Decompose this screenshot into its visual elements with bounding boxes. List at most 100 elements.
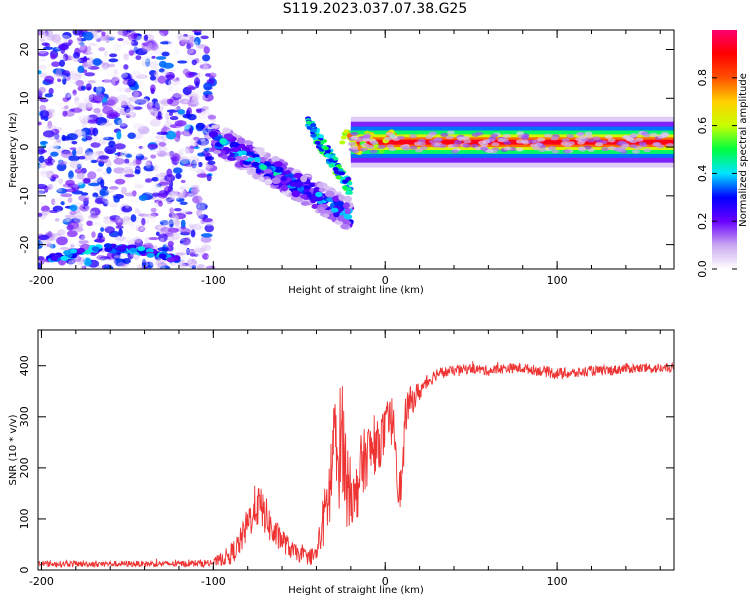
spectrogram-cell [61, 91, 71, 99]
spectrogram-cell [188, 125, 194, 135]
spectrogram-cell [136, 227, 144, 232]
colorbar-tick-label-2: 0.4 [696, 165, 709, 183]
spectrogram-cell [127, 132, 136, 139]
spectrogram-cell [564, 143, 573, 148]
spectrogram-cell [89, 156, 95, 161]
spectrogram-cell [131, 90, 143, 98]
spectrogram-cell [88, 182, 100, 187]
spectrogram-cell [419, 145, 428, 150]
spectrogram-cell [388, 147, 397, 152]
spectrogram-cell [594, 142, 603, 147]
spectrogram-cell [630, 133, 639, 138]
spectrogram-cell [192, 92, 199, 99]
spectrogram-cell [87, 101, 96, 108]
spectrogram-cell [54, 104, 67, 113]
spectrogram-cell [344, 207, 351, 215]
spectrogram-cell [191, 96, 197, 105]
spectrogram-cell [194, 40, 199, 50]
spectrogram-cell [135, 55, 142, 61]
spectrogram-cell [119, 123, 128, 129]
spectrogram-cell [50, 53, 56, 60]
spectrogram-cell [106, 252, 115, 261]
spectrogram-cell [73, 215, 84, 223]
spectrogram-cell [129, 151, 141, 157]
spectrogram-cell [40, 205, 50, 212]
spectrogram-cell [171, 81, 182, 86]
spectrogram-cell [75, 212, 88, 220]
spectrogram-cell [38, 121, 42, 126]
spectrogram-cell [91, 246, 100, 252]
spectrogram-cell [199, 138, 207, 142]
spectrogram-cell [79, 234, 86, 240]
spectrogram-cell [158, 253, 167, 259]
spectrogram-cell [128, 96, 138, 102]
spectrogram-cell [317, 182, 325, 189]
spectrogram-cell [134, 99, 147, 105]
spectrogram-cell [89, 39, 95, 46]
spectrogram-cell [133, 236, 142, 243]
spectrogram-cell [310, 122, 317, 127]
spectrogram-cell [95, 36, 103, 46]
spectrogram-cell [223, 133, 234, 140]
spectrogram-cell [59, 161, 68, 166]
spectrogram-cell [180, 185, 187, 193]
spectrogram-cell [198, 111, 208, 120]
spectrogram-cell [346, 181, 353, 186]
spectrogram-cell [92, 127, 99, 137]
spectrogram-cell [194, 86, 201, 95]
spectrogram-cell [77, 261, 85, 269]
spectrogram-cell [95, 132, 106, 140]
spectrogram-cell [174, 48, 180, 55]
spectrogram-cell [113, 255, 123, 259]
spectrogram-cell [165, 130, 177, 140]
spectrogram-cell [604, 134, 613, 139]
spectrogram-cell [155, 135, 164, 140]
spectrogram-cell [158, 201, 163, 207]
spectrogram-cell [56, 188, 63, 192]
spectrogram-cell [153, 197, 165, 201]
spectrogram-cell [56, 102, 67, 108]
snr-xtick-label-3: 100 [547, 575, 568, 588]
spectrogram-cell [61, 126, 67, 134]
spectrogram-cell [115, 106, 126, 115]
spectrogram-cell [183, 99, 190, 104]
spectrogram-cell [128, 49, 135, 56]
colorbar-tick-label-3: 0.6 [696, 117, 709, 135]
spectrogram-cell [134, 207, 139, 214]
spectrogram-cell [103, 50, 108, 57]
spectrogram-cell [50, 256, 59, 262]
spectrogram-cell [81, 132, 87, 139]
spectrogram-cell [53, 121, 58, 131]
spectrogram-cell [195, 80, 200, 89]
spectrogram-cell [192, 195, 203, 204]
spectrogram-cell [138, 194, 148, 201]
spectrogram-cell [206, 174, 212, 182]
spectrogram-cell [83, 60, 92, 70]
spectrogram-cell [200, 185, 210, 193]
spectrogram-cell [168, 191, 176, 201]
spectrogram-cell [81, 235, 91, 239]
spectrogram-cell [87, 171, 97, 180]
snr-line [38, 361, 674, 569]
spectrogram-cell [271, 155, 280, 163]
spectrogram-cell [124, 87, 132, 93]
spectrogram-cell [144, 30, 156, 36]
spectrogram-cell [38, 50, 49, 57]
spectrogram-cell [155, 173, 163, 179]
spectrogram-cell [111, 206, 118, 216]
spectrogram-cell [172, 78, 180, 82]
spectrogram-cell [173, 218, 178, 225]
spectrogram-cell [190, 188, 201, 194]
spectrogram-cell [196, 218, 203, 222]
spectrogram-ytick-label-4: 20 [18, 43, 31, 57]
spectrogram-cell [429, 131, 438, 136]
spectrogram-cell [69, 248, 78, 254]
spectrogram-cell [110, 77, 120, 86]
spectrogram-cell [150, 207, 157, 213]
spectrogram-cell [152, 164, 159, 172]
spectrogram-cell [159, 237, 165, 243]
spectrogram-xtick-label-1: -100 [201, 274, 226, 287]
spectrogram-cell [520, 139, 529, 144]
spectrogram-cell [77, 247, 86, 253]
spectrogram-cell [151, 147, 161, 156]
